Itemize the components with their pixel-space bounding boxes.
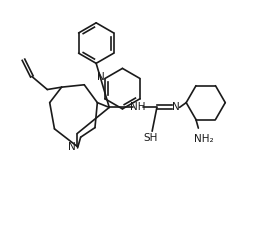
- Text: NH: NH: [130, 102, 146, 112]
- Text: N: N: [172, 102, 180, 112]
- Text: NH₂: NH₂: [195, 134, 214, 144]
- Text: N: N: [68, 142, 76, 152]
- Text: SH: SH: [144, 133, 158, 143]
- Text: N: N: [97, 72, 104, 82]
